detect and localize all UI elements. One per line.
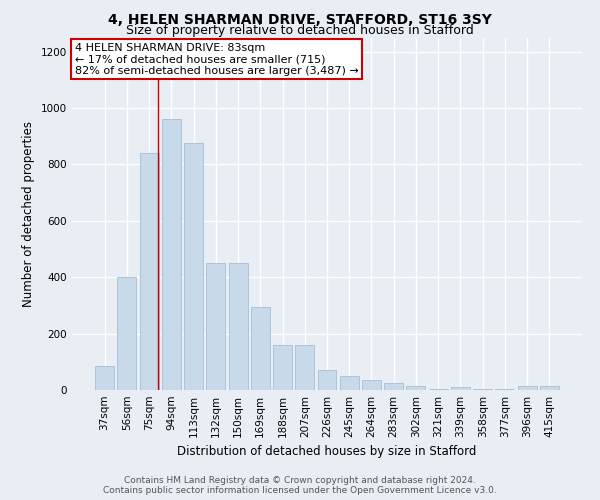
Text: Size of property relative to detached houses in Stafford: Size of property relative to detached ho… xyxy=(126,24,474,37)
Bar xyxy=(229,263,248,390)
Bar xyxy=(473,388,492,390)
X-axis label: Distribution of detached houses by size in Stafford: Distribution of detached houses by size … xyxy=(178,446,476,458)
Bar xyxy=(518,386,536,390)
Bar xyxy=(496,388,514,390)
Bar xyxy=(384,383,403,390)
Bar xyxy=(162,120,181,390)
Bar xyxy=(429,388,448,390)
Bar xyxy=(206,263,225,390)
Text: 4, HELEN SHARMAN DRIVE, STAFFORD, ST16 3SY: 4, HELEN SHARMAN DRIVE, STAFFORD, ST16 3… xyxy=(108,12,492,26)
Bar xyxy=(140,153,158,390)
Bar xyxy=(406,386,425,390)
Bar xyxy=(317,370,337,390)
Bar xyxy=(362,380,381,390)
Bar xyxy=(540,386,559,390)
Bar xyxy=(95,366,114,390)
Bar xyxy=(295,345,314,390)
Text: 4 HELEN SHARMAN DRIVE: 83sqm
← 17% of detached houses are smaller (715)
82% of s: 4 HELEN SHARMAN DRIVE: 83sqm ← 17% of de… xyxy=(74,43,358,76)
Bar xyxy=(273,345,292,390)
Bar xyxy=(451,387,470,390)
Bar xyxy=(251,307,270,390)
Bar xyxy=(340,376,359,390)
Bar xyxy=(118,277,136,390)
Y-axis label: Number of detached properties: Number of detached properties xyxy=(22,120,35,306)
Text: Contains HM Land Registry data © Crown copyright and database right 2024.
Contai: Contains HM Land Registry data © Crown c… xyxy=(103,476,497,495)
Bar xyxy=(184,143,203,390)
